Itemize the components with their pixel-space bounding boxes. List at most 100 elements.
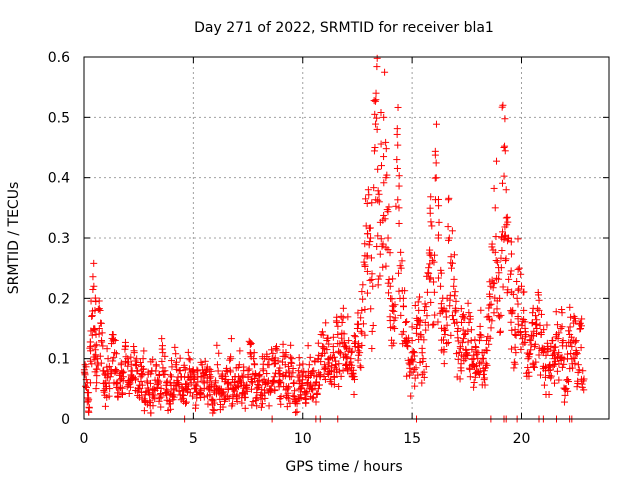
data-point (385, 289, 393, 297)
data-point (263, 370, 271, 378)
data-point (291, 387, 299, 395)
data-point (103, 374, 111, 382)
data-point (265, 402, 273, 410)
data-point (325, 370, 333, 378)
data-point (93, 372, 101, 380)
data-point (308, 367, 316, 375)
data-point (491, 204, 499, 212)
data-point (470, 383, 478, 391)
data-point (238, 372, 246, 380)
data-point (259, 365, 267, 373)
data-point (550, 360, 558, 368)
data-point (115, 385, 123, 393)
data-point (423, 288, 431, 296)
data-point (399, 294, 407, 302)
data-point (347, 358, 355, 366)
data-point (145, 390, 153, 398)
data-point (514, 235, 522, 243)
data-point (577, 375, 585, 383)
data-point (553, 321, 561, 329)
data-point (250, 355, 258, 363)
data-point (497, 311, 505, 319)
data-point (96, 352, 104, 360)
data-point (545, 390, 553, 398)
data-point (405, 334, 413, 342)
data-point (293, 400, 301, 408)
data-point (385, 203, 393, 211)
data-point (437, 266, 445, 274)
data-point (161, 370, 169, 378)
data-point (236, 347, 244, 355)
data-point (549, 362, 557, 370)
data-point (317, 358, 325, 366)
data-point (370, 184, 378, 192)
data-point (344, 313, 352, 321)
data-point (279, 340, 287, 348)
data-point (440, 348, 448, 356)
data-point (342, 353, 350, 361)
data-point (367, 234, 375, 242)
data-point (545, 366, 553, 374)
data-point (250, 349, 258, 357)
data-point (440, 327, 448, 335)
data-point (329, 349, 337, 357)
data-point (501, 115, 509, 123)
data-point (490, 279, 498, 287)
data-point (210, 399, 218, 407)
data-point (92, 298, 100, 306)
data-point (373, 125, 381, 133)
data-point (356, 362, 364, 370)
data-point (147, 358, 155, 366)
data-point (563, 376, 571, 384)
data-point (505, 275, 513, 283)
data-point (498, 247, 506, 255)
data-point (430, 288, 438, 296)
data-point (303, 388, 311, 396)
y-tick-label: 0.1 (48, 352, 70, 368)
data-point (348, 361, 356, 369)
data-point (337, 312, 345, 320)
data-point (112, 350, 120, 358)
data-point (343, 344, 351, 352)
data-point (95, 330, 103, 338)
data-point (448, 312, 456, 320)
data-point (432, 159, 440, 167)
data-point (464, 327, 472, 335)
data-point (267, 382, 275, 390)
data-point (86, 357, 94, 365)
data-point (368, 270, 376, 278)
data-point (458, 319, 466, 327)
data-point (382, 145, 390, 153)
data-point (98, 329, 106, 337)
data-point (460, 357, 468, 365)
data-point (118, 389, 126, 397)
data-point (527, 341, 535, 349)
data-point (446, 291, 454, 299)
data-point (133, 355, 141, 363)
data-point (203, 367, 210, 375)
data-point (457, 305, 465, 313)
data-point (330, 373, 338, 381)
data-point (93, 365, 101, 373)
data-point (180, 364, 188, 372)
data-point (395, 204, 403, 212)
data-point (111, 349, 119, 357)
data-point (339, 366, 347, 374)
data-point (552, 343, 560, 351)
data-point (431, 151, 439, 159)
data-point (498, 179, 506, 187)
data-point (149, 386, 157, 394)
data-point (176, 367, 184, 375)
data-point (466, 315, 474, 323)
data-point (226, 356, 234, 364)
data-point (420, 336, 428, 344)
data-point (540, 326, 548, 334)
data-point (296, 361, 304, 369)
data-point (213, 341, 221, 349)
data-point (194, 378, 202, 386)
data-point (179, 394, 187, 402)
data-point (243, 387, 251, 395)
data-point (240, 389, 248, 397)
data-point (560, 384, 568, 392)
data-point (565, 327, 573, 335)
